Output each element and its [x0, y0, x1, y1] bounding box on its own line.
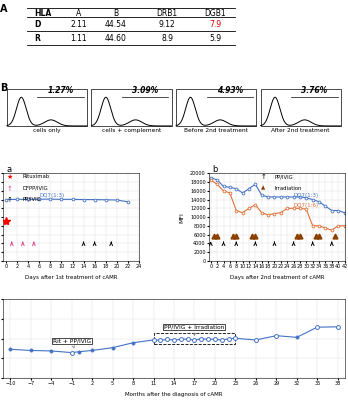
Text: b: b: [212, 164, 217, 174]
Text: ↑: ↑: [6, 186, 12, 192]
Text: D: D: [34, 20, 41, 29]
Y-axis label: MFI: MFI: [180, 212, 184, 222]
Text: 2.11: 2.11: [70, 20, 87, 29]
Text: cells only: cells only: [33, 128, 61, 133]
Text: DQ7(1:3): DQ7(1:3): [294, 193, 319, 198]
Text: ★: ★: [6, 174, 13, 180]
Text: 4.93%: 4.93%: [216, 86, 243, 96]
Text: DRB1: DRB1: [157, 9, 178, 18]
Text: PP/IVIG: PP/IVIG: [274, 174, 293, 179]
Text: DGB1: DGB1: [204, 9, 226, 18]
Text: B: B: [113, 9, 119, 18]
Text: Irradiation: Irradiation: [274, 186, 301, 190]
Text: After 2nd treatment: After 2nd treatment: [271, 128, 330, 133]
Text: 5.9: 5.9: [209, 34, 221, 43]
X-axis label: Months after the diagnosis of cAMR: Months after the diagnosis of cAMR: [125, 392, 223, 397]
X-axis label: Days after 1st treatment of cAMR: Days after 1st treatment of cAMR: [25, 275, 117, 280]
Text: a: a: [6, 164, 11, 174]
Text: B: B: [0, 83, 7, 93]
Text: R: R: [34, 34, 40, 43]
Text: 7.9: 7.9: [209, 20, 221, 29]
Text: DFPP/IVIG: DFPP/IVIG: [22, 186, 48, 190]
Text: ▲: ▲: [261, 186, 265, 190]
Text: Rit + PP/IVIG: Rit + PP/IVIG: [53, 338, 91, 348]
Text: A: A: [76, 9, 81, 18]
Text: Before 2nd treatment: Before 2nd treatment: [184, 128, 248, 133]
Text: 3.76%: 3.76%: [301, 86, 327, 96]
Text: DQ7(1:6): DQ7(1:6): [294, 204, 319, 208]
Text: Rituximab: Rituximab: [22, 174, 49, 179]
Text: PP/IVIG + Irradiation: PP/IVIG + Irradiation: [164, 325, 224, 336]
Text: 8.9: 8.9: [161, 34, 173, 43]
Text: 1.27%: 1.27%: [47, 86, 74, 96]
Text: 44.60: 44.60: [105, 34, 127, 43]
Text: 3.09%: 3.09%: [132, 86, 158, 96]
Text: HLA: HLA: [34, 9, 52, 18]
Text: A: A: [0, 4, 8, 14]
X-axis label: Days after 2nd treatment of cAMR: Days after 2nd treatment of cAMR: [230, 275, 324, 280]
Text: ↑: ↑: [6, 197, 12, 203]
Text: ↑: ↑: [261, 174, 267, 180]
Text: DQ7(1:3): DQ7(1:3): [39, 193, 64, 198]
Text: 9.12: 9.12: [159, 20, 175, 29]
Text: cells + complement: cells + complement: [102, 128, 161, 133]
Text: 1.11: 1.11: [70, 34, 87, 43]
Text: 44.54: 44.54: [105, 20, 127, 29]
Bar: [153, 333, 235, 344]
Text: PP/IVIG: PP/IVIG: [22, 197, 41, 202]
